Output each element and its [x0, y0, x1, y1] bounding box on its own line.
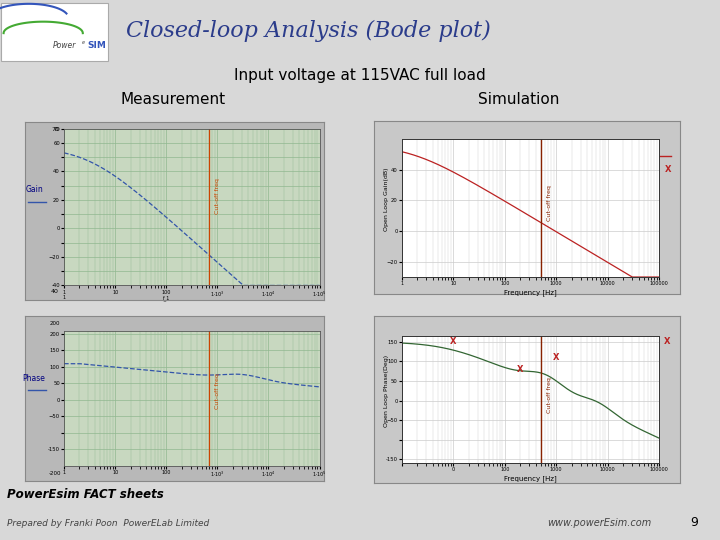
Text: e: e	[81, 40, 84, 45]
Text: Input voltage at 115VAC full load: Input voltage at 115VAC full load	[234, 68, 486, 83]
Text: X: X	[663, 336, 670, 346]
X-axis label: Frequency [Hz]: Frequency [Hz]	[504, 289, 557, 296]
Text: X: X	[665, 165, 672, 174]
Text: Cut-off freq: Cut-off freq	[546, 185, 552, 221]
Text: X: X	[553, 353, 559, 362]
Text: www.powerEsim.com: www.powerEsim.com	[547, 518, 652, 529]
Text: 9: 9	[690, 516, 698, 530]
Bar	[1, 3, 108, 60]
Text: Power: Power	[53, 42, 76, 50]
Text: Open Loop Phase(Deg): Open Loop Phase(Deg)	[384, 355, 389, 427]
Text: 70: 70	[51, 127, 59, 132]
Text: Cut-off freq: Cut-off freq	[215, 374, 220, 409]
Text: Cut-off freq: Cut-off freq	[215, 179, 220, 214]
X-axis label: Frequency [Hz]: Frequency [Hz]	[504, 475, 557, 482]
Text: SIM: SIM	[88, 42, 107, 50]
Text: Cut-off freq: Cut-off freq	[546, 377, 552, 413]
Text: Open Loop Gain(dB): Open Loop Gain(dB)	[384, 167, 389, 231]
Text: Closed-loop Analysis (Bode plot): Closed-loop Analysis (Bode plot)	[126, 19, 491, 42]
Text: X: X	[517, 364, 523, 374]
Text: Simulation: Simulation	[477, 92, 559, 107]
Text: Prepared by Franki Poon  PowerELab Limited: Prepared by Franki Poon PowerELab Limite…	[7, 519, 210, 529]
Text: Phase: Phase	[23, 374, 45, 383]
Text: 200: 200	[50, 321, 60, 326]
Text: Gain: Gain	[25, 185, 43, 194]
Text: PowerEsim FACT sheets: PowerEsim FACT sheets	[7, 488, 164, 501]
Text: 40: 40	[51, 289, 59, 294]
Text: Measurement: Measurement	[120, 92, 225, 107]
Text: X: X	[450, 338, 456, 346]
Text: -200: -200	[49, 471, 61, 476]
